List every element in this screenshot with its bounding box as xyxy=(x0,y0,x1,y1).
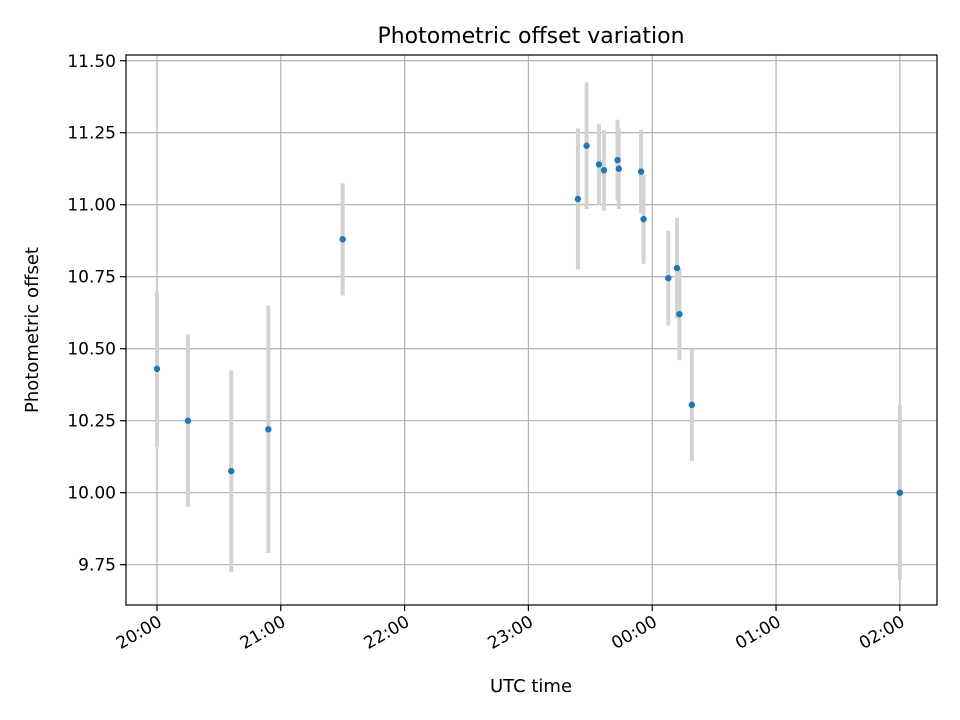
data-point xyxy=(583,142,590,149)
data-point xyxy=(688,401,696,409)
y-tick-label: 10.00 xyxy=(67,484,116,504)
y-tick-label: 9.75 xyxy=(78,556,116,576)
y-tick-label: 11.00 xyxy=(67,196,116,216)
data-point xyxy=(676,310,683,318)
grid xyxy=(126,55,937,605)
data-point xyxy=(640,215,647,223)
x-axis-label: UTC time xyxy=(490,676,572,697)
data-point xyxy=(615,165,622,172)
y-tick-label: 10.75 xyxy=(67,268,116,288)
data-point xyxy=(153,365,161,373)
data-point xyxy=(600,166,608,174)
y-axis-label: Photometric offset xyxy=(22,247,43,413)
data-point xyxy=(184,417,192,424)
chart-title: Photometric offset variation xyxy=(377,24,684,49)
data-point xyxy=(228,467,235,475)
data-point xyxy=(574,195,582,203)
data-point xyxy=(614,156,621,164)
data-point xyxy=(265,426,272,433)
y-tick-label: 11.50 xyxy=(67,52,116,72)
data-point xyxy=(673,264,681,272)
data-point xyxy=(637,168,645,175)
y-tick-label: 10.50 xyxy=(67,340,116,360)
plot-frame xyxy=(125,54,938,606)
data-points xyxy=(153,142,904,496)
data-point xyxy=(595,161,603,168)
y-tick-label: 10.25 xyxy=(67,412,116,432)
data-point xyxy=(896,489,904,496)
data-point xyxy=(339,236,346,243)
data-point xyxy=(665,274,672,282)
y-axis-ticks: 9.75 10.00 10.25 10.50 10.75 11.00 11.25 11.50 xyxy=(67,52,126,576)
y-tick-label: 11.25 xyxy=(67,124,116,144)
